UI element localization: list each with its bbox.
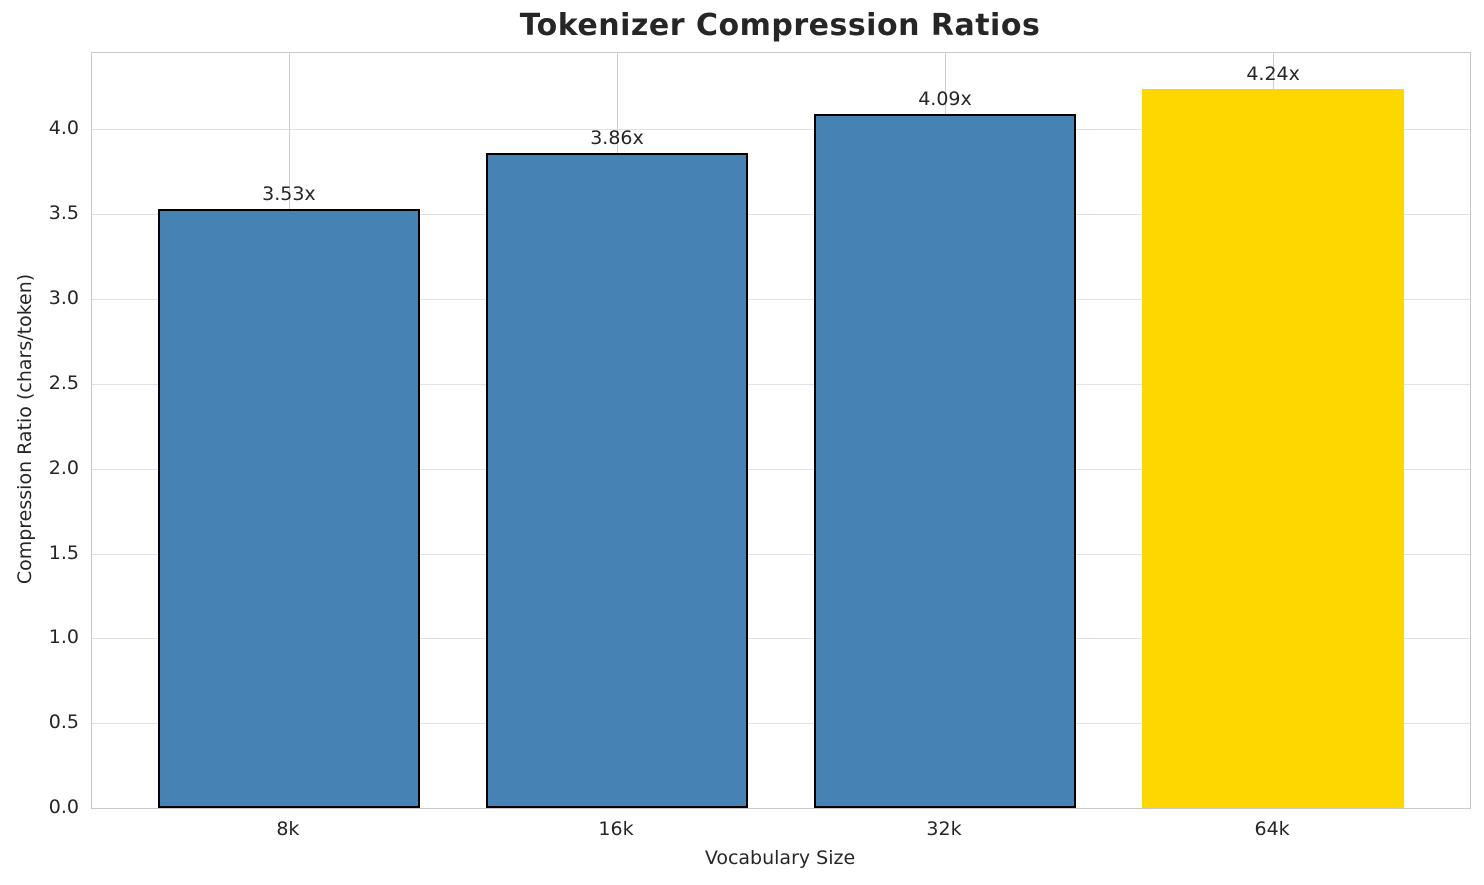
horizontal-gridline — [92, 383, 1470, 385]
y-axis-label: Compression Ratio (chars/token) — [14, 273, 36, 585]
bar-value-label: 3.86x — [590, 127, 644, 150]
x-tick-label: 32k — [926, 818, 962, 840]
y-tick-label: 2.5 — [48, 371, 79, 394]
bar — [157, 209, 421, 808]
y-tick-label: 1.5 — [48, 541, 79, 564]
bar — [485, 153, 749, 808]
bar-value-label: 4.09x — [918, 88, 972, 111]
horizontal-gridline — [92, 129, 1470, 131]
plot-area: 3.53x 3.86x 4.09x 4.24x — [91, 52, 1471, 809]
y-tick-label: 2.0 — [48, 456, 79, 479]
bar-value-label: 4.24x — [1246, 62, 1300, 85]
bar — [813, 114, 1077, 808]
x-tick-label: 8k — [276, 818, 300, 840]
horizontal-gridline — [92, 723, 1470, 725]
bar — [1141, 88, 1405, 808]
horizontal-gridline — [92, 299, 1470, 300]
y-tick-label: 0.0 — [48, 796, 79, 818]
y-tick-label: 0.5 — [48, 711, 79, 734]
bar-value-label: 3.53x — [262, 183, 316, 206]
horizontal-gridline — [92, 553, 1470, 555]
horizontal-gridline — [92, 214, 1470, 216]
x-tick-label: 64k — [1254, 818, 1290, 840]
horizontal-gridline — [92, 468, 1470, 470]
y-tick-label: 3.5 — [48, 202, 79, 225]
y-tick-label: 4.0 — [48, 117, 79, 140]
x-axis-label: Vocabulary Size — [704, 847, 856, 869]
x-tick-label: 16k — [598, 818, 634, 840]
y-tick-label: 3.0 — [48, 287, 79, 309]
chart-title: Tokenizer Compression Ratios — [519, 8, 1041, 43]
horizontal-gridline — [92, 638, 1470, 640]
y-tick-label: 1.0 — [48, 626, 79, 649]
